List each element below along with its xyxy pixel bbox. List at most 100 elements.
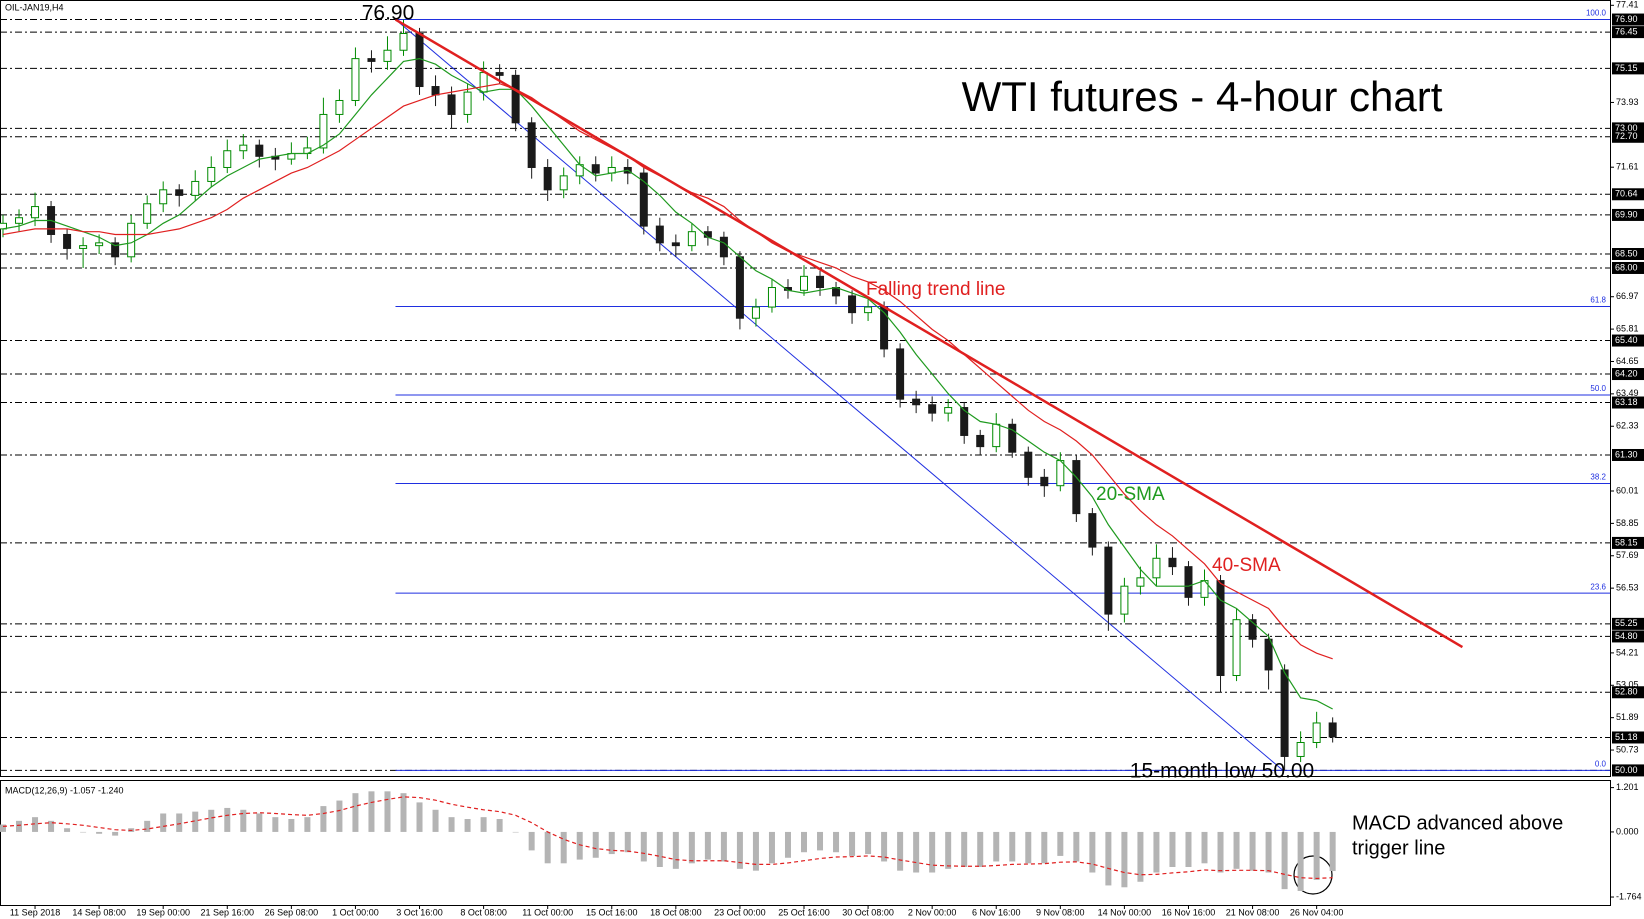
x-tick-label: 1 Oct 00:00 <box>332 907 379 917</box>
macd-bar <box>977 831 984 867</box>
candle-body <box>207 166 216 182</box>
macd-bar <box>1313 831 1320 880</box>
macd-bar <box>320 806 327 832</box>
symbol-label: OIL-JAN19,H4 <box>5 2 64 12</box>
candle-body <box>1248 619 1257 640</box>
candle-body <box>816 275 825 289</box>
candle-body <box>255 144 264 157</box>
macd-bar <box>784 831 791 858</box>
macd-bar <box>768 831 775 864</box>
candle-body <box>399 32 408 51</box>
macd-bar <box>993 831 1000 862</box>
level-label-box <box>1612 686 1644 699</box>
level-label: 50.00 <box>1615 765 1638 775</box>
macd-bar <box>1089 831 1096 873</box>
macd-bar <box>16 820 23 832</box>
macd-bar <box>304 817 311 832</box>
candle-body <box>1312 722 1321 744</box>
y-tick-label: 1.201 <box>1616 782 1639 792</box>
level-label: 64.20 <box>1615 368 1638 378</box>
macd-bar <box>833 831 840 853</box>
macd-bar <box>640 831 647 862</box>
candle-body <box>719 236 728 258</box>
level-label-box <box>1612 334 1644 347</box>
x-tick-label: 25 Oct 16:00 <box>778 907 830 917</box>
candle-body <box>1296 742 1305 757</box>
macd-bar <box>352 793 359 832</box>
candle-body <box>944 407 953 414</box>
y-tick-label: 71.61 <box>1616 162 1639 172</box>
macd-bar <box>592 831 599 858</box>
candle-body <box>751 306 760 319</box>
macd-bar <box>464 819 471 832</box>
trend-label: Falling trend line <box>866 279 1005 300</box>
y-tick-label: 50.73 <box>1616 744 1639 754</box>
candle-body <box>1216 580 1225 677</box>
macd-bar <box>1137 831 1144 882</box>
level-label: 76.45 <box>1615 26 1638 36</box>
candle-body <box>976 434 985 448</box>
candle-body <box>639 172 648 227</box>
macd-panel <box>0 780 1611 906</box>
macd-bar <box>913 831 920 873</box>
macd-bar <box>48 820 55 832</box>
x-tick-label: 11 Oct 00:00 <box>522 907 573 917</box>
sma-line <box>2 83 1333 660</box>
macd-annotation: MACD advanced above <box>1352 812 1563 834</box>
x-tick-label: 18 Oct 08:00 <box>650 907 702 917</box>
level-label-box <box>1612 13 1644 26</box>
fib-label: 23.6 <box>1590 582 1606 591</box>
sma-line <box>2 58 1333 710</box>
level-label: 55.25 <box>1615 618 1638 628</box>
fib-label: 61.8 <box>1590 296 1606 305</box>
candle-body <box>239 144 248 152</box>
macd-bar <box>400 793 407 832</box>
y-tick-label: 77.41 <box>1616 0 1639 10</box>
candle-body <box>191 180 200 196</box>
candle-body <box>127 222 136 258</box>
level-label: 70.64 <box>1615 189 1638 199</box>
x-tick-label: 2 Nov 00:00 <box>908 907 957 917</box>
level-label-box <box>1612 130 1644 143</box>
y-tick-label: 0.000 <box>1616 826 1639 836</box>
macd-bar <box>656 831 663 867</box>
macd-bar <box>544 831 551 864</box>
level-label-box <box>1612 448 1644 461</box>
candle-body <box>479 72 488 93</box>
level-label: 75.15 <box>1615 63 1638 73</box>
candle-body <box>1280 669 1289 757</box>
candle-body <box>511 74 520 124</box>
macd-bar <box>240 809 247 832</box>
candle-body <box>79 245 88 249</box>
level-label: 54.80 <box>1615 631 1638 641</box>
y-tick-label: 54.21 <box>1616 647 1639 657</box>
macd-bar <box>1041 831 1048 864</box>
macd-bar <box>1233 831 1240 869</box>
macd-bar <box>1201 831 1208 864</box>
candle-body <box>335 99 344 115</box>
x-tick-label: 6 Nov 16:00 <box>972 907 1021 917</box>
y-tick-label: 66.97 <box>1616 291 1639 301</box>
macd-bar <box>929 831 936 873</box>
x-tick-label: 15 Oct 16:00 <box>586 907 638 917</box>
y-tick-label: 53.05 <box>1616 680 1639 690</box>
macd-bar <box>496 819 503 832</box>
macd-bar <box>64 828 71 832</box>
macd-bar <box>160 813 167 832</box>
x-tick-label: 9 Nov 08:00 <box>1036 907 1085 917</box>
macd-bar <box>752 831 759 871</box>
macd-bar <box>256 813 263 832</box>
macd-bar <box>1185 831 1192 867</box>
candle-body <box>800 275 808 291</box>
candle-body <box>543 166 552 191</box>
candle-body <box>447 94 456 115</box>
chart-title: WTI futures - 4-hour chart <box>962 73 1443 120</box>
candle-body <box>463 91 472 115</box>
macd-bar <box>512 831 519 833</box>
macd-title: MACD(12,26,9) -1.057 -1.240 <box>5 785 124 795</box>
macd-bar <box>1265 831 1272 873</box>
macd-bar <box>1153 831 1160 873</box>
candle-body <box>735 256 744 319</box>
candle-body <box>1136 577 1145 587</box>
candle-body <box>1168 557 1177 568</box>
